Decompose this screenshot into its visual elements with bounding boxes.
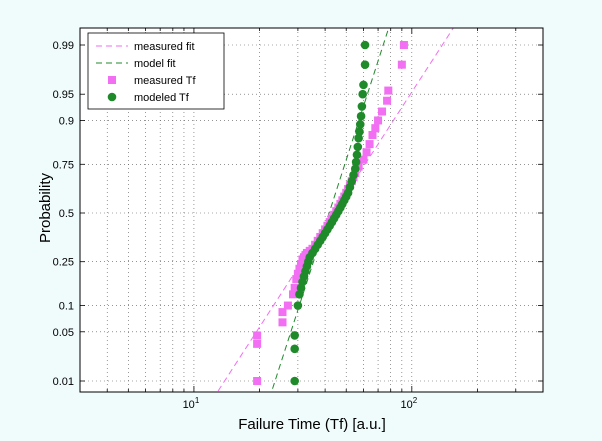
modeled-tf-point	[354, 133, 363, 143]
measured-tf-point	[368, 130, 377, 139]
modeled-tf-point	[293, 301, 303, 310]
modeled-tf-point	[356, 111, 366, 121]
measured-tf-point	[253, 377, 262, 385]
modeled-tf-point	[290, 344, 299, 354]
modeled-tf-point	[360, 40, 370, 50]
measured-tf-point	[374, 116, 383, 125]
y-axis-label: Probability	[37, 172, 54, 243]
measured-tf-point	[397, 60, 406, 69]
y-tick-label: 0.05	[53, 327, 74, 339]
modeled-tf-point	[350, 164, 360, 174]
measured-tf-point	[378, 107, 387, 116]
y-tick-label: 0.5	[59, 208, 74, 220]
measured-tf-point	[283, 301, 292, 310]
legend-label-measured-fit: measured fit	[134, 41, 195, 53]
measured-tf-point	[293, 269, 302, 278]
legend-label-measured-Tf: measured Tf	[134, 75, 196, 87]
modeled-tf-point	[357, 102, 367, 111]
legend-label-model-fit: model fit	[134, 58, 176, 70]
measured-tf-point	[290, 283, 299, 292]
legend: measured fit model fit measured Tf modeled …	[87, 32, 225, 110]
legend-swatch-measured-Tf	[108, 76, 116, 84]
x-axis-label: Failure Time (Tf) [a.u.]	[238, 416, 386, 433]
measured-tf-point	[295, 264, 304, 273]
measured-tf-point	[253, 331, 262, 340]
modeled-tf-point	[355, 120, 365, 129]
measured-tf-point	[359, 155, 368, 164]
y-tick-label: 0.25	[53, 257, 74, 269]
measured-tf-point	[289, 290, 298, 299]
y-tick-label: 0.9	[59, 115, 74, 127]
measured-tf-point	[362, 148, 371, 157]
measured-tf-point	[292, 275, 301, 284]
modeled-tf-point	[360, 60, 370, 69]
measured-tf-point	[365, 140, 374, 149]
y-tick-label: 0.01	[53, 376, 74, 388]
modeled-tf-point	[351, 157, 361, 167]
y-tick-label: 0.99	[53, 40, 74, 52]
y-tick-label: 0.1	[59, 301, 74, 313]
modeled-tf-point	[359, 80, 368, 90]
axes-layer: 101 102 0.01 0.05 0.1 0.25 0.5 0.75 0.9 0.95 0.99	[53, 27, 544, 411]
axes-frame	[79, 27, 544, 393]
measured-tf-point	[384, 86, 393, 95]
measured-tf-point	[383, 96, 392, 105]
modeled-tf-point	[352, 150, 362, 160]
modeled-tf-point	[358, 89, 367, 99]
measured-tf-point	[278, 308, 287, 317]
data-points	[253, 40, 408, 386]
modeled-tf-point	[290, 376, 299, 386]
legend-label-modeled-Tf: modeled Tf	[134, 92, 190, 104]
x-tick-label: 102	[400, 396, 417, 411]
model-fit-line	[270, 28, 390, 392]
measured-tf-point	[296, 260, 305, 269]
measured-tf-point	[253, 339, 262, 348]
modeled-tf-point	[353, 142, 363, 152]
modeled-tf-point	[295, 290, 304, 299]
x-tick-label: 101	[183, 396, 200, 411]
measured-tf-point	[399, 41, 408, 49]
y-tick-label: 0.75	[53, 159, 74, 171]
y-tick-label: 0.95	[53, 89, 74, 101]
modeled-tf-point	[290, 331, 299, 340]
measured-tf-point	[371, 124, 380, 133]
legend-swatch-modeled-Tf	[107, 92, 117, 102]
modeled-tf-point	[355, 127, 364, 136]
measured-tf-point	[278, 318, 287, 327]
